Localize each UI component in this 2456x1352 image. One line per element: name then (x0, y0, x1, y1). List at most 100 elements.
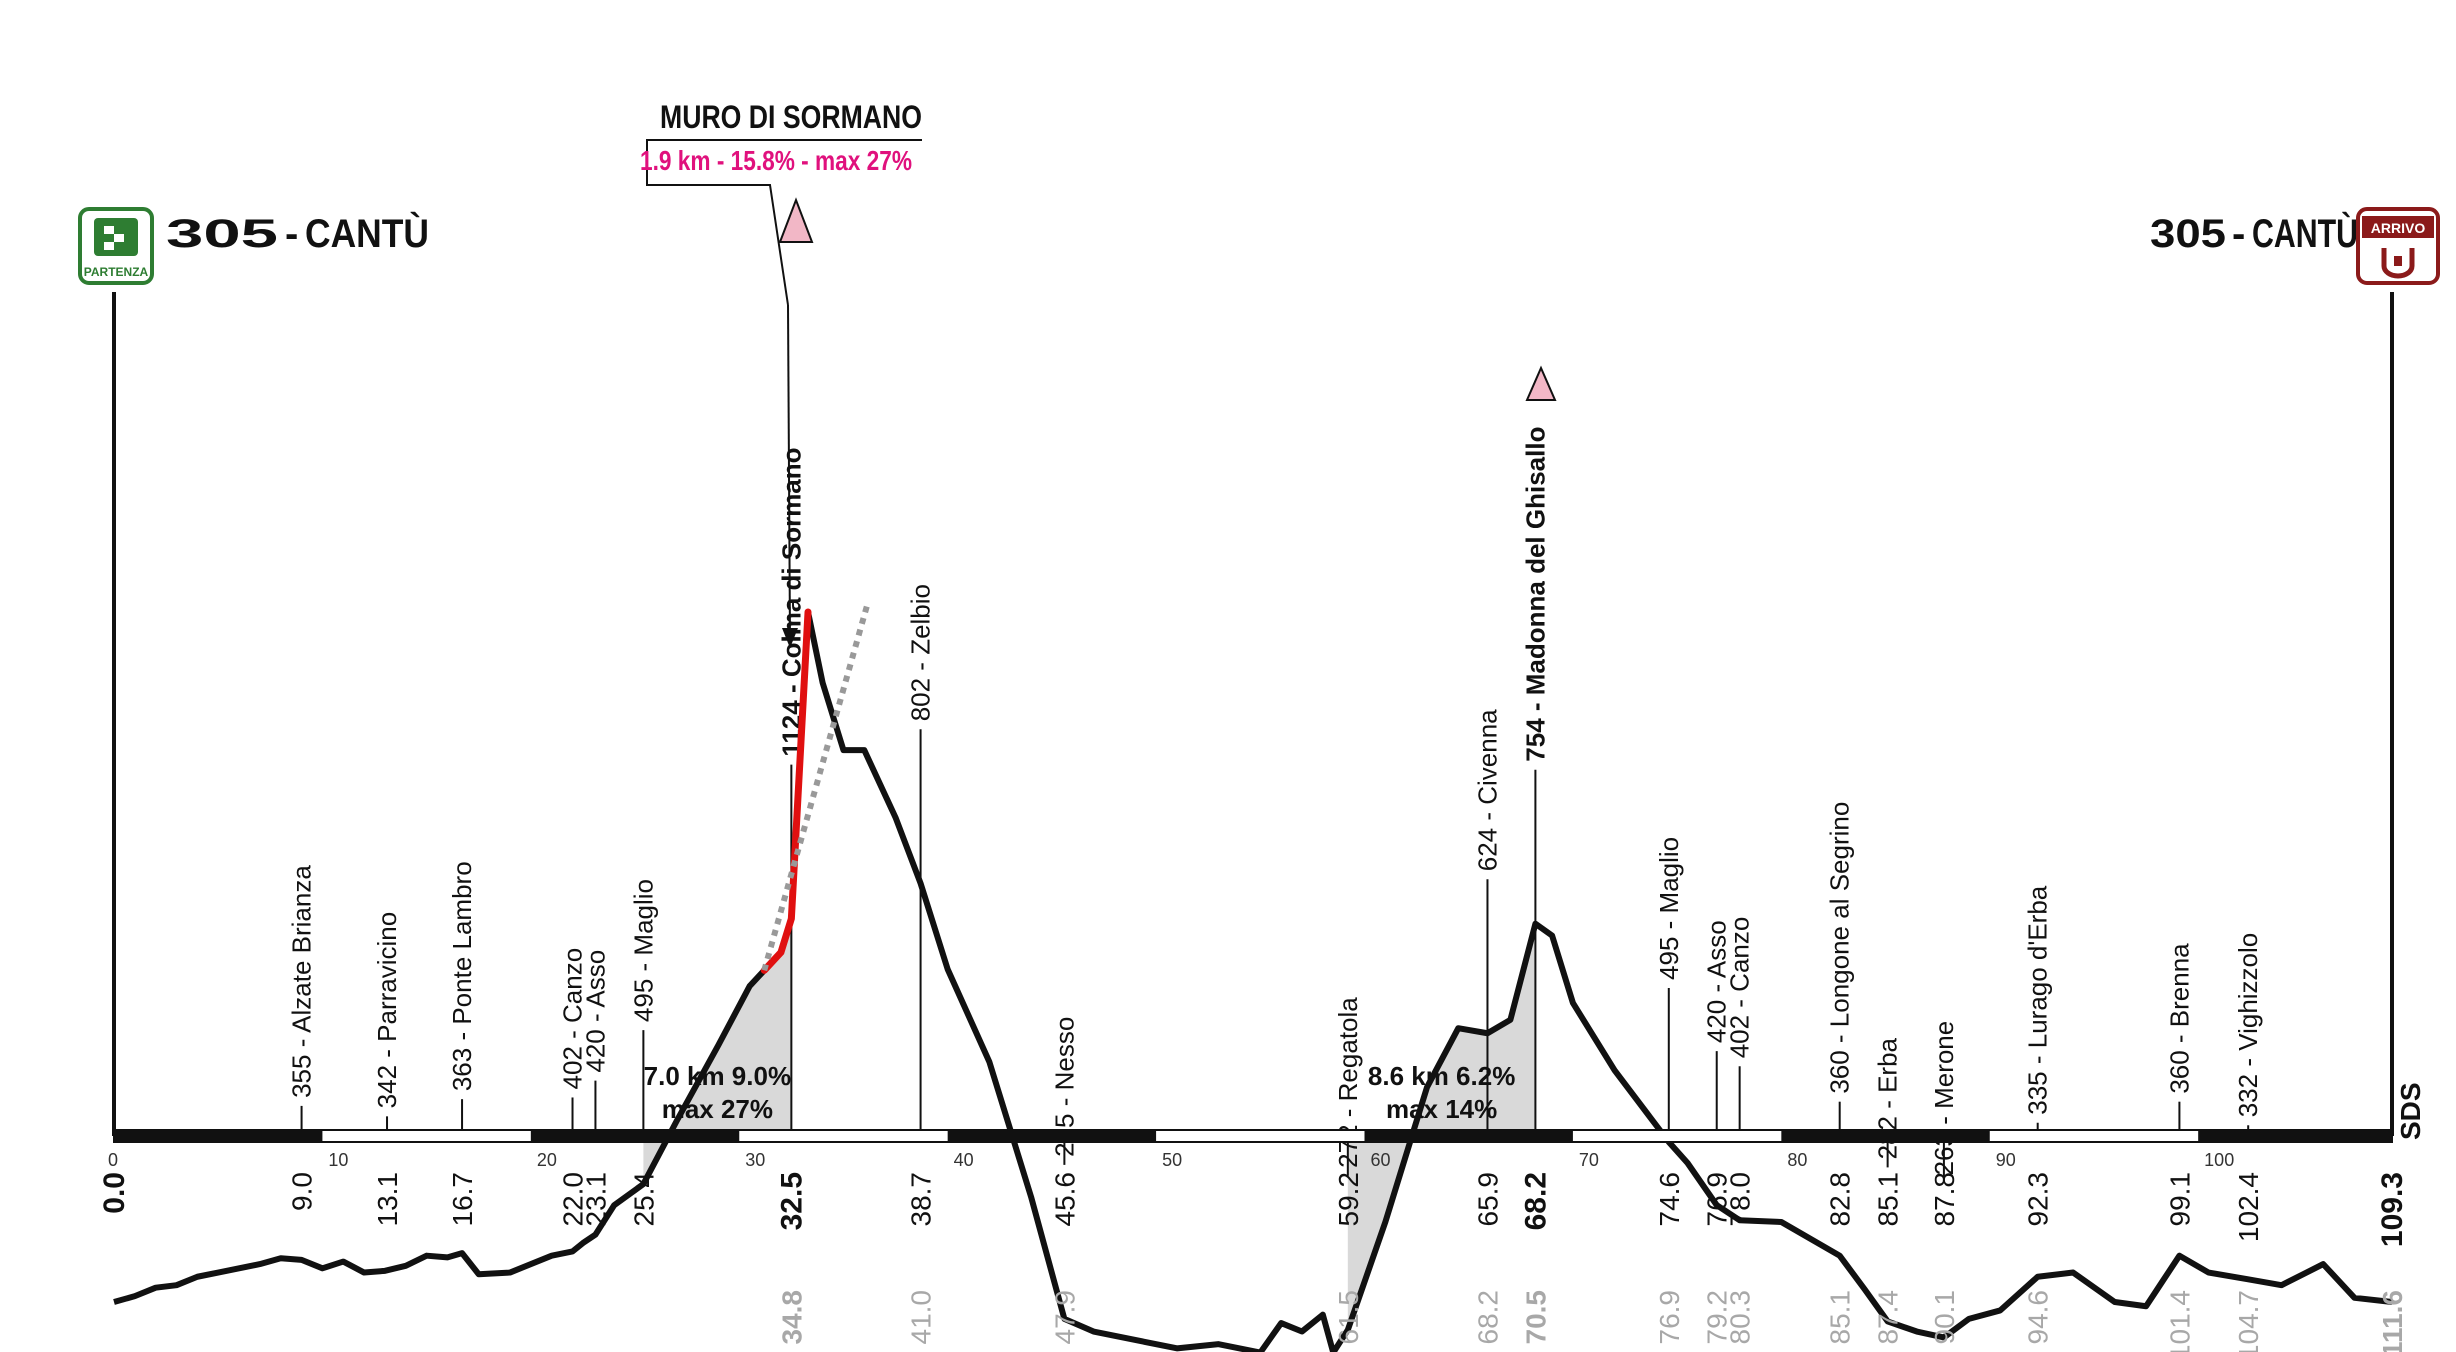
x-tick-label: 60 (1371, 1150, 1391, 1170)
checkered-flag-icon (104, 226, 124, 250)
x-tick-label: 20 (537, 1150, 557, 1170)
x-tick-label: 50 (1162, 1150, 1182, 1170)
km-label: 74.6 (1654, 1172, 1685, 1227)
km-label: 38.7 (906, 1172, 937, 1227)
x-tick-label: 0 (108, 1150, 118, 1170)
finish-dash: - (2232, 212, 2245, 256)
finish-line-icon (2381, 248, 2415, 279)
callout-stats: 1.9 km - 15.8% - max 27% (640, 145, 912, 176)
finish-icon-dot (2394, 256, 2402, 266)
waypoint-label: 363 - Ponte Lambro (447, 861, 477, 1091)
start-elevation: 305 (166, 212, 278, 256)
climb-fill-2 (1347, 923, 1536, 1330)
climb-stats-1: 7.0 km 9.0% (644, 1061, 791, 1091)
axis-segment (947, 1130, 1157, 1142)
waypoint-label: 263 - Merone (1929, 1021, 1959, 1176)
waypoint-label: 355 - Alzate Brianza (287, 865, 317, 1098)
km-label: 76.9 (1702, 1172, 1733, 1227)
waypoint-label: 495 - Maglio (1654, 837, 1684, 980)
km-to-go-label: 94.6 (2023, 1290, 2054, 1345)
km-label: 102.4 (2233, 1172, 2264, 1242)
waypoint-label: 420 - Asso (580, 950, 610, 1073)
muro-segment (760, 608, 812, 974)
km-to-go-label: 76.9 (1654, 1290, 1685, 1345)
finish-elevation: 305 (2150, 212, 2226, 256)
axis-segment (530, 1130, 740, 1142)
callout-arrow (787, 304, 791, 641)
km-label: 25.4 (628, 1172, 659, 1227)
waypoint-label: 420 - Asso (1702, 920, 1732, 1043)
x-tick-label: 40 (954, 1150, 974, 1170)
km-to-go-label: 80.3 (1725, 1290, 1756, 1345)
waypoint-label: 342 - Parravicino (372, 912, 402, 1109)
waypoint-label: 402 - Canzo (1725, 917, 1755, 1059)
km-label: 92.3 (2023, 1172, 2054, 1227)
x-tick-label: 80 (1787, 1150, 1807, 1170)
bottom-km-labels: 0.0 9.0 13.1 16.7 22.023.1 25.4 32.5 34.8 38.7 41… (98, 1172, 2409, 1352)
km-to-go-label: 68.2 (1472, 1290, 1503, 1345)
waypoint-label: 335 - Lurago d'Erba (2023, 885, 2053, 1115)
x-tick-label: 90 (1996, 1150, 2016, 1170)
muro-dashed-line (761, 601, 871, 972)
waypoint-label: 624 - Civenna (1472, 709, 1502, 871)
waypoint-layer: 355 - Alzate Brianza 342 - Parravicino 363… (287, 427, 2263, 1184)
km-label: 45.6 (1049, 1172, 1080, 1227)
summit-marker-ghisallo (1525, 365, 1557, 401)
km-label: 85.1 (1873, 1172, 1904, 1227)
km-to-go-label: 34.8 (776, 1290, 807, 1345)
x-tick-label: 70 (1579, 1150, 1599, 1170)
km-label: 68.2 (1519, 1172, 1552, 1230)
start-town: CANTÙ (305, 210, 429, 256)
finish-town: CANTÙ (2252, 210, 2358, 256)
km-to-go-label: 61.5 (1333, 1290, 1364, 1345)
km-label: 87.8 (1929, 1172, 1960, 1227)
x-tick-label: 100 (2204, 1150, 2234, 1170)
axis-bar (113, 1129, 2393, 1143)
muro-callout: MURO DI SORMANO 1.9 km - 15.8% - max 27% (640, 99, 922, 648)
profile-layer (112, 292, 2394, 1352)
km-to-go-label: 104.7 (2233, 1290, 2264, 1352)
climb-fill-layer: 7.0 km 9.0%max 27%8.6 km 6.2%max 14% (643, 918, 1536, 1330)
elevation-profile-line (113, 609, 2393, 1352)
axis-segment (1364, 1130, 1573, 1142)
climb-max-2: max 14% (1386, 1094, 1497, 1124)
km-to-go-label: 101.4 (2164, 1290, 2195, 1352)
waypoint-label: 754 - Madonna del Ghisallo (1520, 427, 1550, 762)
distance-axis: 0 10 20 30 40 50 60 70 80 90 100 (108, 1129, 2393, 1170)
km-to-go-label: 70.5 (1520, 1290, 1551, 1345)
km-to-go-label: 41.0 (906, 1290, 937, 1345)
brand-logo: SDS (2395, 1082, 2426, 1140)
km-to-go-label: 47.9 (1049, 1290, 1080, 1345)
km-label: 0.0 (98, 1172, 131, 1214)
waypoint-label: 402 - Canzo (558, 948, 588, 1090)
start-badge-label: PARTENZA (84, 265, 149, 279)
waypoint-label: 802 - Zelbio (906, 584, 936, 721)
callout-box (646, 139, 922, 306)
waypoint-label: 360 - Longone al Segrino (1825, 802, 1855, 1094)
waypoint-label: 495 - Maglio (628, 879, 658, 1022)
axis-segment (2198, 1130, 2392, 1142)
km-label: 59.2 (1333, 1172, 1364, 1227)
callout-arrowhead (782, 628, 798, 648)
km-label: 23.1 (580, 1172, 611, 1227)
axis-segment (1781, 1130, 1990, 1142)
km-label: 22.0 (558, 1172, 589, 1227)
km-label: 9.0 (287, 1172, 318, 1211)
km-to-go-label: 90.1 (1929, 1290, 1960, 1345)
waypoint-label: 360 - Brenna (2164, 943, 2194, 1094)
finish-badge-label: ARRIVO (2371, 220, 2426, 236)
km-label: 13.1 (372, 1172, 403, 1227)
finish-marker: 305 - CANTÙ ARRIVO (2150, 207, 2440, 285)
km-label: 78.0 (1725, 1172, 1756, 1227)
km-to-go-label: 79.2 (1702, 1290, 1733, 1345)
km-label: 16.7 (447, 1172, 478, 1227)
km-label: 32.5 (775, 1172, 808, 1230)
km-label: 109.3 (2376, 1172, 2409, 1247)
km-label: 99.1 (2164, 1172, 2195, 1227)
km-label: 82.8 (1825, 1172, 1856, 1227)
km-to-go-label: 111.6 (2377, 1290, 2408, 1352)
km-label: 65.9 (1472, 1172, 1503, 1227)
axis-segment (114, 1130, 323, 1142)
start-marker: PARTENZA 305 - CANTÙ (78, 207, 429, 285)
